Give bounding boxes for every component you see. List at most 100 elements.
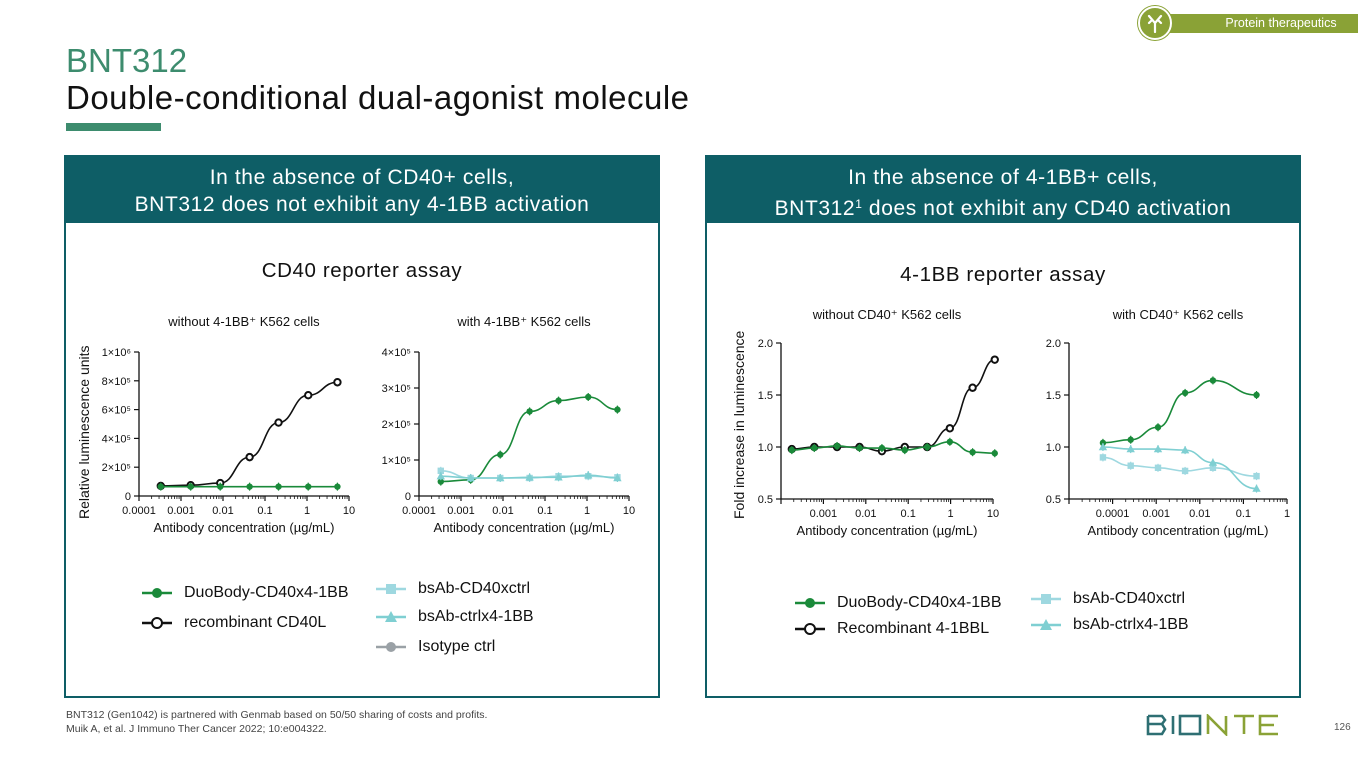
chart-title: without 4-1BB⁺ K562 cells (167, 314, 320, 329)
left-assay-title: CD40 reporter assay (261, 259, 463, 282)
data-point (304, 391, 313, 400)
legend-label: bsAb-ctrlx4-1BB (1073, 616, 1189, 633)
x-tick-label: 0.1 (257, 505, 272, 517)
x-axis-label: Antibody concentration (µg/mL) (154, 520, 335, 535)
y-tick-label: 1.5 (1046, 390, 1061, 402)
x-axis-label: Antibody concentration (µg/mL) (434, 520, 615, 535)
x-tick-label: 10 (343, 505, 355, 517)
series-duobody-cd40x4-1bb (1099, 376, 1260, 447)
legend-label: bsAb-CD40xctrl (418, 580, 531, 597)
legend-label: bsAb-CD40xctrl (1073, 590, 1186, 607)
data-point (1127, 436, 1134, 443)
data-point (555, 397, 562, 404)
chart-41bb-without: without CD40⁺ K562 cells 0.5 1.0 1.5 2.0 0.00… (758, 307, 999, 538)
left-panel-heading: In the absence of CD40+ cells, BNT312 do… (66, 157, 658, 223)
data-point (305, 483, 312, 490)
y-tick-label: 2×10⁵ (382, 419, 411, 431)
series-recombinant-cd40l (156, 378, 342, 491)
legend-marker (805, 598, 815, 608)
data-point (923, 443, 931, 451)
data-point (246, 483, 253, 490)
data-point (1181, 467, 1189, 475)
x-tick-label: 0.0001 (122, 505, 156, 517)
legend-marker (386, 584, 396, 594)
data-point (1208, 458, 1218, 466)
page-number: 126 (1334, 722, 1351, 733)
data-point (584, 470, 593, 479)
right-heading-line2: BNT3121 does not exhibit any CD40 activa… (707, 191, 1299, 222)
x-tick-label: 1 (1284, 508, 1290, 520)
legend-label: Isotype ctrl (418, 638, 496, 655)
data-point (187, 483, 194, 490)
right-heading-line1: In the absence of 4-1BB+ cells, (848, 166, 1158, 189)
section-tag-label: Protein therapeutics (1225, 16, 1337, 30)
y-tick-label: 8×10⁵ (102, 376, 131, 388)
series-duobody-cd40x4-1bb (157, 482, 341, 491)
data-point (1253, 391, 1260, 399)
y-tick-label: 0.5 (1046, 494, 1061, 506)
data-point (945, 424, 955, 433)
title-rule (66, 123, 161, 131)
y-tick-label: 1×10⁵ (382, 455, 411, 467)
data-point (1253, 472, 1260, 480)
x-tick-label: 0.001 (1142, 508, 1170, 520)
data-point (436, 472, 445, 480)
x-tick-label: 1 (584, 505, 590, 517)
legend-marker (1041, 594, 1051, 604)
legend-label: DuoBody-CD40x4-1BB (184, 584, 349, 601)
legend-marker (385, 611, 397, 622)
data-point (245, 452, 254, 462)
y-tick-label: 0.5 (758, 494, 773, 506)
footnote-citation: Muik A, et al. J Immuno Ther Cancer 2022… (66, 723, 327, 735)
data-point (1154, 424, 1162, 431)
data-point (946, 438, 954, 445)
data-point (1153, 444, 1163, 453)
data-point (526, 408, 533, 415)
x-tick-label: 0.001 (447, 505, 475, 517)
x-tick-label: 0.1 (537, 505, 552, 517)
data-point (1098, 442, 1108, 451)
antibody-icon (1138, 6, 1172, 40)
legend-swatch (376, 611, 406, 622)
data-point (1126, 444, 1135, 453)
fit-curve (1102, 379, 1257, 444)
data-point (901, 446, 908, 454)
left-legend: DuoBody-CD40x4-1BB recombinant CD40L bsAb-… (140, 580, 640, 673)
y-tick-label: 1.0 (758, 442, 773, 454)
x-tick-label: 10 (987, 508, 999, 520)
legend-marker (804, 623, 816, 635)
chart-cd40-without: without 4-1BB⁺ K562 cells 0 2×10⁵ 4×10⁵ 6×10… (102, 314, 355, 535)
x-tick-label: 0.0001 (1096, 508, 1130, 520)
series-duobody-cd40x4-1bb (788, 437, 998, 458)
data-point (554, 473, 563, 481)
legend-swatch (376, 642, 406, 652)
legend-label: Recombinant 4-1BBL (837, 620, 990, 637)
data-point (1209, 464, 1217, 471)
data-point (811, 444, 818, 452)
legend-swatch (376, 584, 406, 594)
legend-swatch (1031, 619, 1061, 630)
y-tick-label: 1.5 (758, 390, 773, 402)
fit-curve (1102, 446, 1257, 490)
section-tag: Protein therapeutics (1138, 6, 1358, 40)
x-tick-label: 0.1 (901, 508, 916, 520)
data-point (525, 473, 534, 481)
x-tick-label: 1 (948, 508, 954, 520)
data-point (788, 446, 796, 454)
chart-title: without CD40⁺ K562 cells (812, 307, 962, 322)
data-point (157, 483, 164, 490)
biontech-logo (1146, 712, 1302, 741)
fit-curve (791, 440, 995, 455)
data-point (275, 483, 282, 490)
data-point (1181, 389, 1189, 397)
series-duobody-cd40x4-1bb (437, 393, 621, 486)
y-tick-label: 4×10⁵ (102, 433, 131, 445)
data-point (969, 449, 976, 456)
chart-title: with 4-1BB⁺ K562 cells (456, 314, 591, 329)
y-tick-label: 6×10⁵ (102, 405, 131, 417)
legend-swatch (142, 588, 172, 598)
data-point (497, 451, 504, 458)
right-legend: DuoBody-CD40x4-1BB Recombinant 4-1BBL bsAb… (793, 590, 1293, 653)
x-axis-label: Antibody concentration (µg/mL) (797, 523, 978, 538)
legend-label: bsAb-ctrlx4-1BB (418, 608, 534, 625)
